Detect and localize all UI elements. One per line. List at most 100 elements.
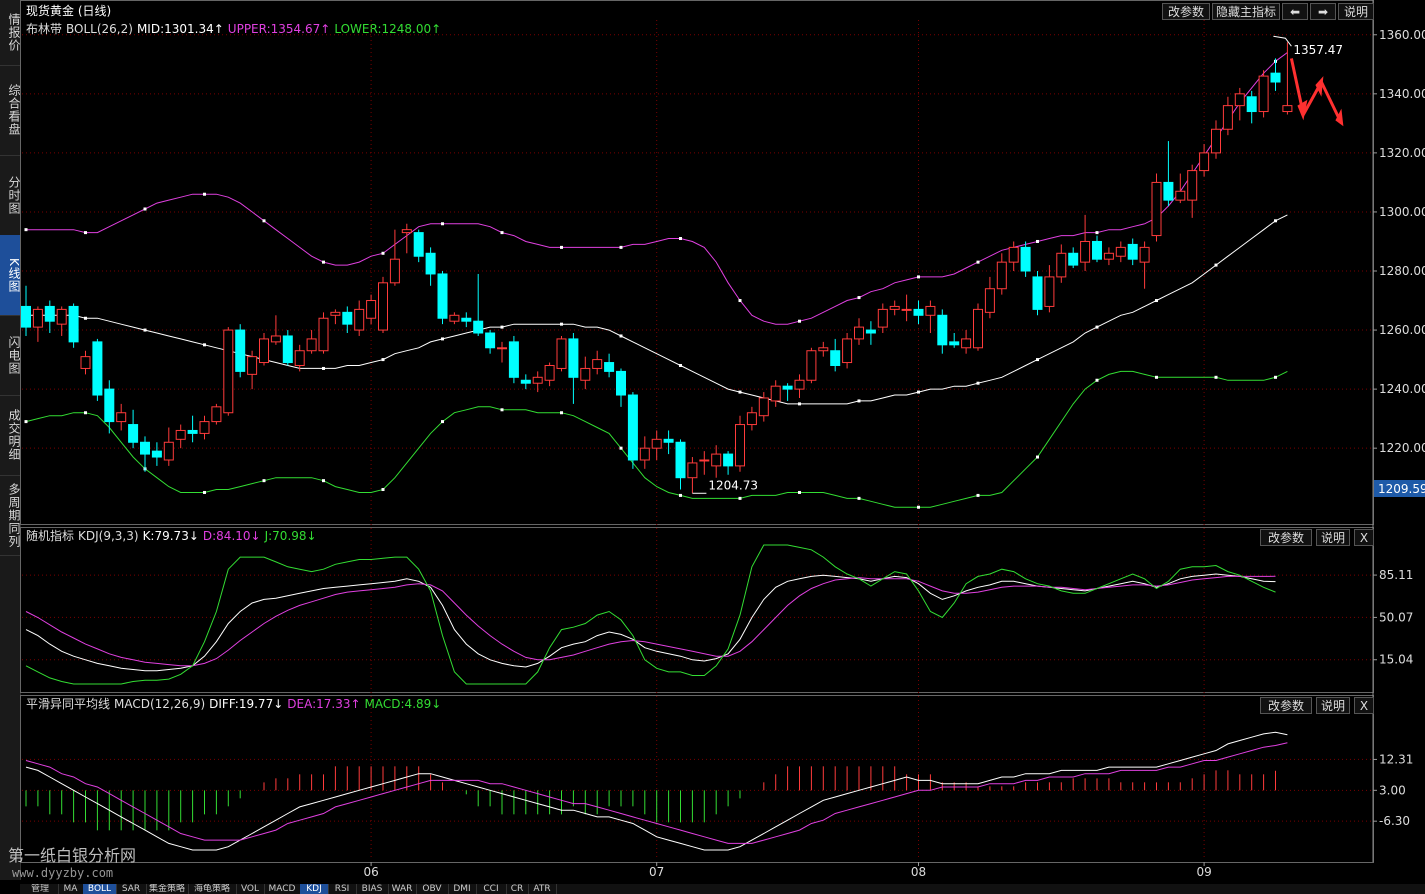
boll-marker [203, 343, 206, 347]
header-button[interactable]: 隐藏主指标 [1212, 3, 1280, 20]
boll-marker [1155, 299, 1158, 303]
boll-marker [203, 192, 206, 196]
boll-marker [1214, 375, 1218, 379]
main-panel-frame [20, 0, 1374, 525]
indicator-tab[interactable]: 管理 [22, 884, 59, 894]
sidebar-tab[interactable]: 综合看盘 [0, 65, 21, 156]
sidebar-tab[interactable]: 分时图 [0, 155, 21, 236]
indicator-tab-bar: 管理 MA BOLL SAR 集金策略 海龟策略 VOL MACD KDJ RSI BIAS WAR O… [20, 884, 1425, 894]
candle-up [1151, 181, 1162, 237]
macd-tick-label: 3.00 [1379, 783, 1406, 797]
candle-up [1234, 93, 1245, 107]
boll-marker [500, 408, 504, 412]
boll-marker [798, 319, 801, 323]
indicator-tab[interactable]: MACD [264, 884, 301, 894]
candle-up [294, 350, 305, 366]
candle-down [140, 441, 150, 455]
candle-down [520, 379, 531, 384]
boll-marker [1036, 358, 1039, 362]
candle-down [437, 273, 448, 319]
sidebar-tab[interactable]: 成交明细 [0, 395, 21, 476]
boll-marker [619, 245, 623, 249]
indicator-tab[interactable]: VOL [236, 884, 265, 894]
candle-up [32, 308, 43, 328]
header-button[interactable]: 说明 [1338, 3, 1374, 20]
sidebar: 情报价 综合看盘 分时图 K线图 闪电图 成交明细 多周期同列 [0, 0, 21, 880]
candle-up [746, 412, 757, 426]
indicator-tab[interactable]: OBV [416, 884, 449, 894]
candle-down [413, 232, 424, 257]
boll-marker [917, 275, 920, 279]
indicator-tab[interactable]: DMI [448, 884, 477, 894]
boll-marker [143, 207, 147, 211]
sidebar-tab[interactable]: K线图 [0, 235, 21, 316]
boll-marker [738, 299, 742, 303]
boll-marker [1274, 375, 1277, 379]
indicator-tab[interactable]: SAR [116, 884, 147, 894]
header-button[interactable]: ➡ [1310, 3, 1336, 20]
kdj-panel-button[interactable]: 改参数 [1260, 529, 1312, 546]
indicator-tab[interactable]: RSI [328, 884, 357, 894]
candle-down [1032, 276, 1043, 310]
kdj-panel-button[interactable]: X [1354, 529, 1374, 546]
candle-down [92, 341, 103, 396]
indicator-tab[interactable]: CR [506, 884, 529, 894]
boll-marker [381, 488, 385, 492]
sidebar-tab[interactable]: 情报价 [0, 0, 21, 66]
macd-panel-button[interactable]: 说明 [1316, 697, 1350, 714]
candle-up [1282, 105, 1293, 113]
candle-down [1163, 181, 1174, 201]
price-tick-label: 1360.00 [1379, 28, 1425, 42]
candle-up [735, 424, 745, 467]
indicator-tab[interactable]: 海龟策略 [188, 884, 237, 894]
forecast-arrowhead [1335, 108, 1344, 127]
candle-down [485, 332, 496, 349]
candle-down [663, 438, 674, 443]
boll-marker [262, 479, 266, 483]
candle-down [723, 453, 734, 467]
macd-legend-item: DIFF:19.77↓ [209, 697, 283, 711]
candle-up [806, 350, 817, 381]
candle-down [235, 329, 246, 372]
candle-down [44, 305, 55, 322]
indicator-tab[interactable]: MA [58, 884, 84, 894]
boll-marker [203, 490, 206, 494]
indicator-tab[interactable]: BOLL [83, 884, 117, 894]
candle-up [901, 308, 912, 311]
candle-up [961, 338, 972, 349]
price-tick-label: 1340.00 [1379, 87, 1425, 101]
boll-line [25, 370, 1288, 508]
indicator-tab[interactable]: BIAS [356, 884, 389, 894]
sidebar-tab[interactable]: 多周期同列 [0, 475, 21, 556]
candle-up [378, 282, 388, 331]
kdj-panel-button[interactable]: 说明 [1316, 529, 1350, 546]
price-tick-label: 1300.00 [1379, 205, 1425, 219]
sidebar-tab[interactable]: 闪电图 [0, 315, 21, 396]
indicator-tab[interactable]: 集金策略 [146, 884, 189, 894]
candle-down [473, 320, 484, 334]
kdj-legend-item: J:70.98↓ [264, 529, 317, 543]
header-button[interactable]: 改参数 [1162, 3, 1210, 20]
candle-down [1127, 243, 1138, 260]
boll-marker [976, 381, 980, 385]
indicator-tab[interactable]: WAR [388, 884, 417, 894]
chart-area: 现货黄金 (日线) 布林带 BOLL(26,2) MID:1301.34↑ UPPER:… [20, 0, 1425, 879]
boll-legend-item: 布林带 [26, 22, 62, 36]
boll-legend-item: MID:1301.34↑ [137, 22, 224, 36]
candle-up [592, 359, 603, 369]
indicator-tab[interactable]: KDJ [300, 884, 329, 894]
boll-marker [441, 222, 444, 226]
macd-panel-button[interactable]: 改参数 [1260, 697, 1312, 714]
candle-up [1211, 128, 1221, 154]
candle-up [116, 412, 127, 423]
indicator-tab[interactable]: CCI [476, 884, 507, 894]
macd-legend-item: MACD:4.89↓ [365, 697, 442, 711]
indicator-tab[interactable]: ATR [528, 884, 557, 894]
boll-marker [619, 446, 623, 450]
header-button[interactable]: ⬅ [1282, 3, 1308, 20]
candle-up [996, 261, 1007, 290]
macd-panel-button[interactable]: X [1354, 697, 1374, 714]
candle-up [1080, 240, 1091, 263]
candle-up [580, 367, 591, 381]
candle-down [461, 317, 472, 322]
